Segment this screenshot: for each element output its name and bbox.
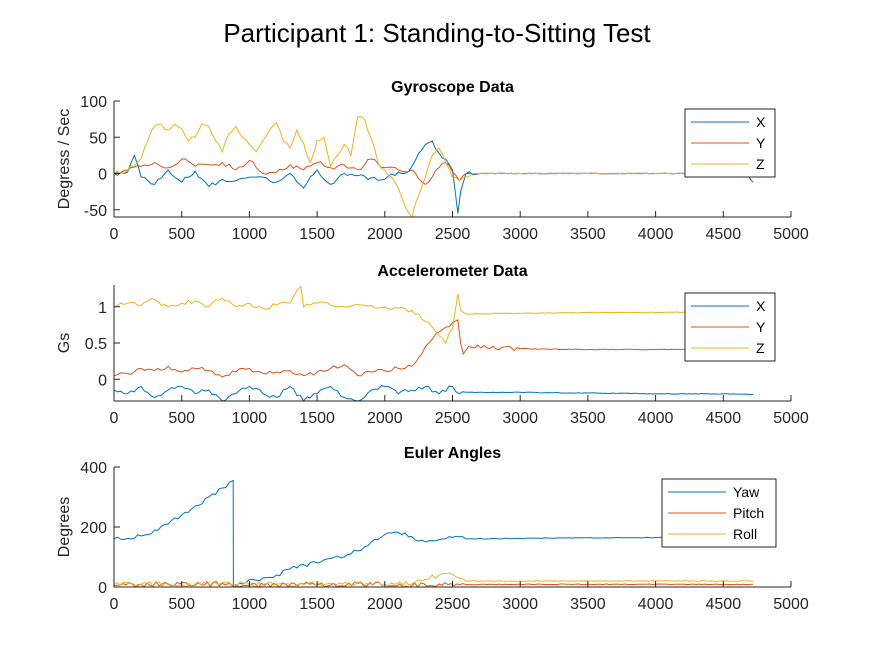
legend-label: Y (756, 319, 766, 335)
panel-title: Gyroscope Data (391, 79, 514, 96)
x-tick-label: 2500 (435, 226, 471, 243)
series-line-yaw (114, 479, 754, 587)
series-line-z (114, 116, 754, 217)
x-tick-label: 2500 (435, 596, 471, 613)
x-tick-label: 1000 (232, 226, 268, 243)
legend: XYZ (684, 292, 776, 362)
y-tick-label: 0.5 (85, 336, 107, 353)
x-tick-label: 2500 (435, 410, 471, 427)
legend-label: Yaw (733, 484, 760, 500)
series-line-roll (114, 572, 754, 587)
y-axis-label: Gs (56, 333, 73, 353)
legend-label: X (756, 298, 766, 314)
series-line-y (114, 319, 754, 378)
x-tick-label: 2000 (367, 410, 403, 427)
chart-panel-2: Accelerometer Data 0 500 1000 1500 2000 2500 30… (56, 263, 809, 427)
y-tick-label: 0 (98, 167, 107, 184)
x-tick-label: 4500 (706, 596, 742, 613)
legend-label: Roll (733, 526, 757, 542)
series-line-pitch (114, 580, 754, 587)
x-tick-label: 500 (168, 226, 195, 243)
x-tick-label: 4500 (706, 410, 742, 427)
x-tick-label: 2000 (367, 226, 403, 243)
x-tick-label: 0 (110, 596, 119, 613)
series-line-x (114, 385, 754, 401)
y-axis-label: Degrees (56, 497, 73, 557)
y-tick-label: 1 (98, 300, 107, 317)
x-tick-label: 3500 (570, 596, 606, 613)
legend: XYZ (684, 108, 776, 178)
legend-label: Pitch (733, 505, 764, 521)
legend-label: Z (756, 340, 765, 356)
y-tick-label: -50 (84, 203, 107, 220)
legend-label: X (756, 114, 766, 130)
x-tick-label: 500 (168, 410, 195, 427)
x-tick-label: 3000 (502, 596, 538, 613)
x-tick-label: 5000 (773, 596, 809, 613)
x-tick-label: 3500 (570, 410, 606, 427)
x-tick-label: 3000 (502, 410, 538, 427)
legend-label: Z (756, 156, 765, 172)
x-tick-label: 2000 (367, 596, 403, 613)
series-line-z (114, 285, 754, 345)
series-line-y (114, 158, 754, 186)
x-tick-label: 4000 (638, 410, 674, 427)
y-tick-label: 50 (89, 130, 107, 147)
x-tick-label: 3500 (570, 226, 606, 243)
x-tick-label: 1000 (232, 410, 268, 427)
y-tick-label: 0 (98, 580, 107, 597)
x-tick-label: 0 (110, 226, 119, 243)
figure-title: Participant 1: Standing-to-Sitting Test (223, 18, 651, 48)
y-tick-label: 100 (80, 94, 107, 111)
legend-label: Y (756, 135, 766, 151)
y-tick-label: 0 (98, 372, 107, 389)
x-tick-label: 5000 (773, 226, 809, 243)
y-axis-label: Degress / Sec (56, 109, 73, 209)
x-tick-label: 4000 (638, 226, 674, 243)
x-tick-label: 4000 (638, 596, 674, 613)
plot-area (114, 479, 754, 587)
panel-title: Accelerometer Data (377, 263, 527, 280)
x-tick-label: 4500 (706, 226, 742, 243)
y-tick-label: 400 (80, 460, 107, 477)
x-tick-label: 0 (110, 410, 119, 427)
x-tick-label: 1500 (299, 596, 335, 613)
x-tick-label: 1000 (232, 596, 268, 613)
x-tick-label: 5000 (773, 410, 809, 427)
x-tick-label: 3000 (502, 226, 538, 243)
legend: Yaw Pitch Roll (661, 478, 777, 548)
x-tick-label: 1500 (299, 410, 335, 427)
series-line-x (114, 140, 754, 214)
x-tick-label: 500 (168, 596, 195, 613)
y-tick-label: 200 (80, 520, 107, 537)
panel-title: Euler Angles (404, 445, 501, 462)
plot-area (114, 285, 754, 401)
x-tick-label: 1500 (299, 226, 335, 243)
plot-area (114, 116, 754, 217)
